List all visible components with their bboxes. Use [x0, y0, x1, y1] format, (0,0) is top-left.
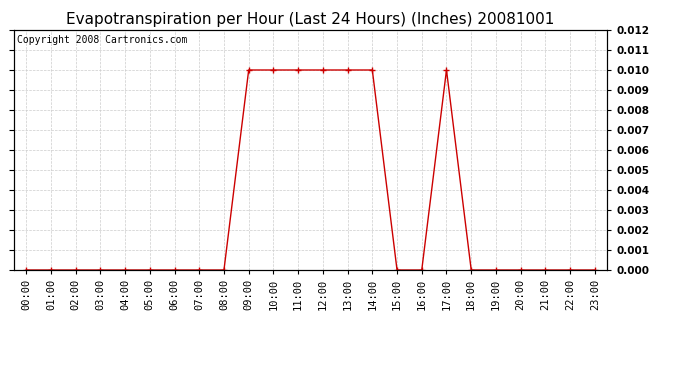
Title: Evapotranspiration per Hour (Last 24 Hours) (Inches) 20081001: Evapotranspiration per Hour (Last 24 Hou…: [66, 12, 555, 27]
Text: Copyright 2008 Cartronics.com: Copyright 2008 Cartronics.com: [17, 35, 187, 45]
